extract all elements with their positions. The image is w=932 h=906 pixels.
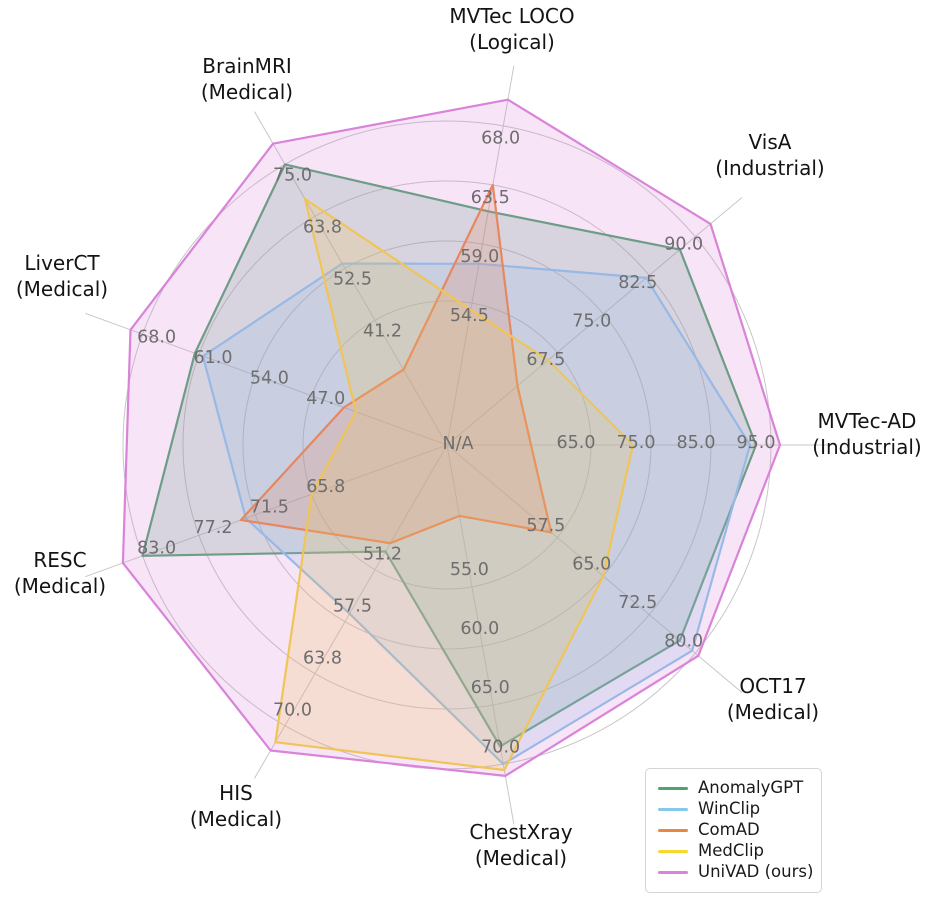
axis-subtitle-mvtec-loco: (Logical)	[469, 30, 555, 54]
axis-subtitle-visa: (Industrial)	[715, 156, 824, 180]
tick-label-his-3: 70.0	[273, 701, 312, 721]
tick-label-visa-0: 67.5	[526, 350, 565, 370]
axis-title-liverct: LiverCT	[24, 251, 100, 275]
tick-label-liverct-0: 47.0	[306, 389, 345, 409]
legend-swatch-icon	[658, 871, 688, 874]
tick-label-mvtec-loco-0: 54.5	[450, 306, 489, 326]
legend-item-WinClip: WinClip	[658, 799, 809, 820]
tick-label-resc-2: 77.2	[194, 518, 233, 538]
axis-title-mvtec-loco: MVTec LOCO	[449, 4, 574, 28]
tick-label-his-0: 51.2	[363, 545, 402, 565]
legend-swatch-icon	[658, 829, 688, 832]
series-polygon-AnomalyGPT	[141, 163, 758, 748]
axis-subtitle-brainmri: (Medical)	[201, 80, 293, 104]
tick-label-visa-1: 75.0	[572, 312, 611, 332]
axis-title-resc: RESC	[33, 548, 86, 572]
tick-label-oct17-1: 65.0	[572, 554, 611, 574]
axis-subtitle-oct17: (Medical)	[727, 700, 819, 724]
legend-swatch-icon	[658, 787, 688, 790]
legend-item-AnomalyGPT: AnomalyGPT	[658, 778, 809, 799]
tick-label-brainmri-1: 52.5	[333, 269, 372, 289]
axis-spoke-his	[254, 444, 448, 779]
chart-legend: AnomalyGPT WinClip ComAD MedClip UniVAD (our…	[645, 768, 822, 893]
tick-label-his-1: 57.5	[333, 597, 372, 617]
tick-label-mvtec-loco-3: 68.0	[481, 129, 520, 149]
center-label: N/A	[443, 434, 474, 454]
tick-label-visa-3: 90.0	[664, 234, 703, 254]
tick-label-oct17-3: 80.0	[664, 632, 703, 652]
axis-title-oct17: OCT17	[739, 674, 806, 698]
series-polygon-ComAD	[239, 183, 553, 545]
legend-item-MedClip: MedClip	[658, 841, 809, 862]
tick-label-mvtec-ad-2: 85.0	[677, 433, 716, 453]
tick-label-oct17-2: 72.5	[618, 593, 657, 613]
axis-subtitle-mvtec-ad: (Industrial)	[812, 435, 921, 459]
tick-label-resc-0: 65.8	[306, 477, 345, 497]
legend-label: UniVAD (ours)	[698, 862, 814, 882]
tick-label-brainmri-2: 63.8	[303, 217, 342, 237]
tick-label-mvtec-ad-0: 65.0	[557, 433, 596, 453]
tick-label-chestxray-1: 60.0	[460, 619, 499, 639]
tick-label-liverct-3: 68.0	[137, 327, 176, 347]
axis-spoke-liverct	[85, 312, 448, 446]
tick-label-chestxray-2: 65.0	[471, 678, 510, 698]
tick-label-his-2: 63.8	[303, 649, 342, 669]
series-polygon-MedClip	[274, 197, 635, 772]
tick-label-mvtec-loco-1: 59.0	[460, 247, 499, 267]
tick-label-visa-2: 82.5	[618, 273, 657, 293]
tick-label-mvtec-ad-3: 95.0	[737, 433, 776, 453]
tick-label-chestxray-3: 70.0	[481, 737, 520, 757]
tick-label-brainmri-3: 75.0	[273, 165, 312, 185]
axis-title-his: HIS	[219, 781, 253, 805]
series-polygon-WinClip	[201, 262, 752, 766]
tick-label-chestxray-0: 55.0	[450, 560, 489, 580]
axis-subtitle-his: (Medical)	[190, 807, 282, 831]
tick-label-resc-1: 71.5	[250, 498, 289, 518]
axis-spoke-visa	[446, 197, 743, 446]
legend-label: MedClip	[698, 841, 765, 861]
legend-label: AnomalyGPT	[698, 778, 804, 798]
legend-swatch-icon	[658, 850, 688, 853]
tick-label-mvtec-ad-1: 75.0	[617, 433, 656, 453]
legend-item-ComAD: ComAD	[658, 820, 809, 841]
axis-spoke-chestxray	[446, 444, 515, 825]
axis-spoke-brainmri	[254, 111, 448, 446]
series-polygon-UniVAD-ours-	[121, 98, 782, 777]
axis-spoke-mvtec-loco	[446, 65, 515, 446]
tick-label-oct17-0: 57.5	[526, 516, 565, 536]
axis-subtitle-resc: (Medical)	[14, 574, 106, 598]
tick-label-brainmri-0: 41.2	[363, 321, 402, 341]
axis-title-mvtec-ad: MVTec-AD	[818, 409, 917, 433]
axis-subtitle-chestxray: (Medical)	[475, 846, 567, 870]
axis-title-brainmri: BrainMRI	[202, 54, 291, 78]
legend-swatch-icon	[658, 808, 688, 811]
legend-label: ComAD	[698, 820, 760, 840]
axis-title-visa: VisA	[749, 130, 792, 154]
tick-label-mvtec-loco-2: 63.5	[471, 188, 510, 208]
legend-label: WinClip	[698, 799, 761, 819]
tick-label-liverct-2: 61.0	[194, 348, 233, 368]
tick-label-resc-3: 83.0	[137, 539, 176, 559]
axis-title-chestxray: ChestXray	[469, 820, 572, 844]
legend-item-UniVAD-ours-: UniVAD (ours)	[658, 862, 813, 883]
tick-label-liverct-1: 54.0	[250, 368, 289, 388]
axis-subtitle-liverct: (Medical)	[16, 277, 108, 301]
